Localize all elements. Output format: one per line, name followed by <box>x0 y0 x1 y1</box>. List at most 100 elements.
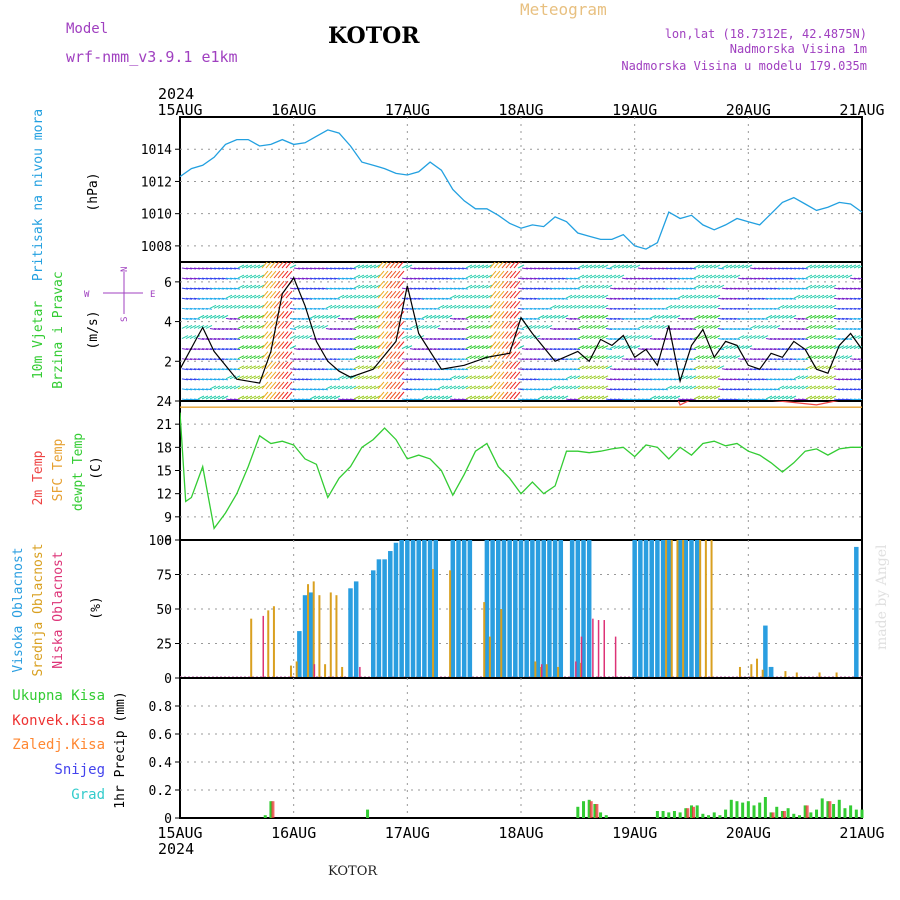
wind-barb <box>729 368 737 371</box>
wind-barb <box>297 325 305 329</box>
wind-barb <box>669 358 677 361</box>
wind-barb <box>197 378 205 381</box>
wind-barb <box>433 325 441 329</box>
wind-barb <box>209 287 217 290</box>
wind-barb <box>813 335 821 339</box>
wind-barb <box>589 284 597 289</box>
wind-barb <box>653 297 661 300</box>
wind-barb <box>241 345 249 350</box>
wind-barb <box>369 395 377 400</box>
wind-barb <box>473 264 481 269</box>
wind-barb <box>661 297 669 300</box>
wind-barb <box>297 287 305 290</box>
wind-barb <box>705 355 713 360</box>
wind-barb <box>477 325 485 329</box>
wind-barb <box>581 375 589 380</box>
wind-barb <box>369 274 377 279</box>
wind-barb <box>393 280 401 289</box>
wind-barb <box>517 388 525 391</box>
mid-cloud-bar <box>750 664 753 678</box>
wind-barb <box>369 264 377 269</box>
wind-barb <box>813 355 821 360</box>
total-precip-bar <box>854 809 858 818</box>
wind-barb <box>273 280 281 289</box>
wind-barb <box>353 274 361 279</box>
wind-barb <box>781 304 789 309</box>
wind-barb <box>629 378 637 381</box>
wind-barb <box>337 385 345 390</box>
total-precip-bar <box>797 815 801 818</box>
wind-barb <box>845 307 853 310</box>
temp-labels: 2m Temp SFC Temp dewpt Temp (C) <box>31 433 104 511</box>
wind-barb <box>393 351 401 360</box>
wind-barb <box>673 348 681 351</box>
wind-barb <box>449 317 457 320</box>
wind-barb <box>729 378 737 381</box>
wind-barb <box>797 304 805 309</box>
total-precip-bar <box>763 797 767 818</box>
wind-barb <box>281 270 289 279</box>
wind-barb <box>181 277 189 280</box>
wind-barb <box>221 277 229 280</box>
wind-barb <box>201 348 209 351</box>
wind-barb <box>433 338 441 341</box>
wind-barb <box>701 375 709 380</box>
wind-barb <box>665 358 673 361</box>
wind-barb <box>629 287 637 290</box>
wind-barb <box>297 358 305 361</box>
wind-barb <box>589 385 597 390</box>
wind-barb <box>817 325 825 329</box>
wind-barb <box>249 284 257 289</box>
wind-barb <box>553 327 561 330</box>
wind-barb <box>201 287 209 290</box>
pressure-line <box>179 129 863 250</box>
wind-barb <box>793 338 801 341</box>
wind-barb <box>473 304 481 309</box>
wind-barb <box>705 395 713 400</box>
wind-barb <box>853 287 861 290</box>
wind-barb <box>373 314 381 319</box>
wind-barb <box>813 314 821 319</box>
wind-barb <box>769 267 777 270</box>
wind-barb <box>673 327 681 330</box>
wind-barb <box>565 375 573 380</box>
wind-barb <box>745 287 753 290</box>
wind-barb <box>297 267 305 270</box>
wind-barb <box>197 348 205 351</box>
wind-barb <box>741 307 749 310</box>
wind-barb <box>785 368 793 371</box>
wind-barb <box>261 391 269 400</box>
wind-barb <box>441 358 449 361</box>
wind-barb <box>781 385 789 390</box>
wind-barb <box>369 355 377 360</box>
wind-barb <box>789 277 797 280</box>
wind-barb <box>465 375 473 380</box>
y-tick-label: 0 <box>164 672 172 687</box>
wind-barb <box>721 327 729 330</box>
wind-barb <box>373 395 381 400</box>
wind-barb <box>505 270 513 279</box>
wind-barb <box>297 307 305 310</box>
wind-barb <box>837 355 845 360</box>
wind-barb <box>629 307 637 310</box>
wind-barb <box>829 395 837 400</box>
wind-barb <box>701 345 709 350</box>
wind-barb <box>357 325 365 329</box>
wind-barb <box>773 348 781 351</box>
wind-barb <box>525 267 533 270</box>
wind-barb <box>453 277 461 280</box>
wind-barb <box>185 307 193 310</box>
wind-barb <box>397 341 405 349</box>
wind-barb <box>605 307 613 310</box>
wind-barb <box>417 277 425 280</box>
wind-barb <box>401 327 409 330</box>
wind-barb <box>341 385 349 390</box>
wind-barb <box>721 287 729 290</box>
wind-barb <box>737 317 745 320</box>
wind-barb <box>285 311 293 319</box>
wind-barb <box>281 371 289 380</box>
wind-barb <box>589 294 597 299</box>
high-cloud-bar <box>456 540 461 678</box>
wind-barb <box>421 267 429 270</box>
wind-barb <box>181 368 189 371</box>
